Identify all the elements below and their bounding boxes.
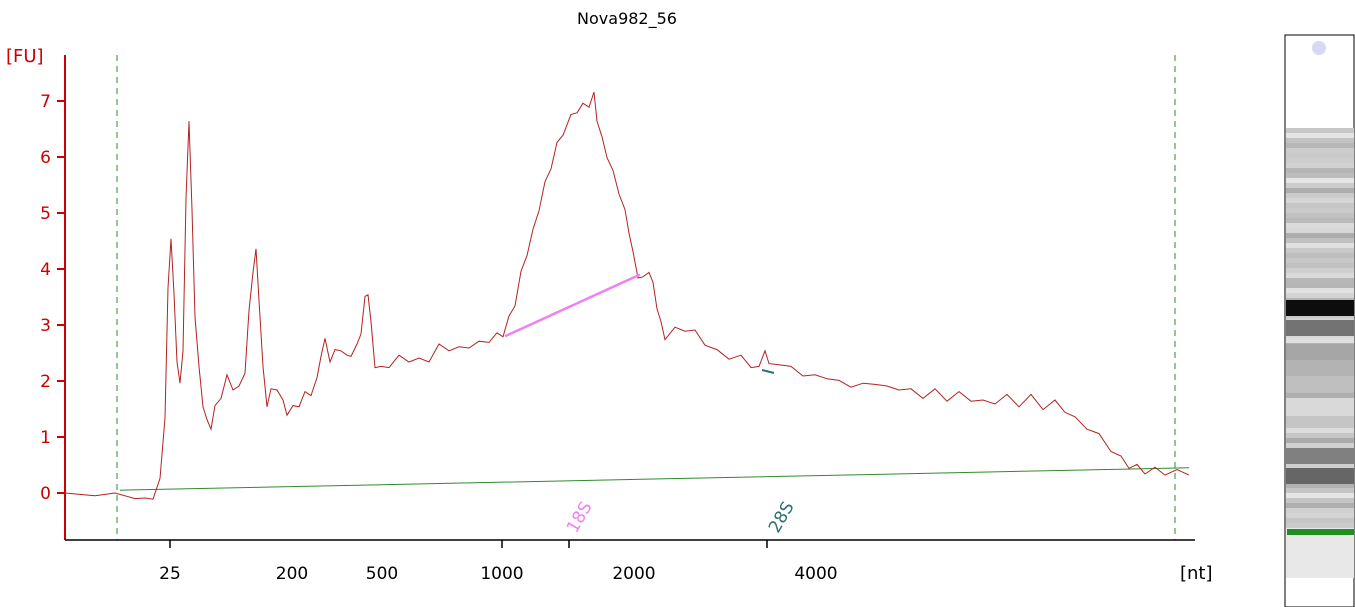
gel-texture-strip — [1286, 253, 1354, 258]
gel-texture-strip — [1286, 493, 1354, 498]
gel-texture-strip — [1286, 338, 1354, 343]
gel-texture-strip — [1286, 143, 1354, 148]
gel-texture-strip — [1286, 463, 1354, 468]
gel-band — [1286, 376, 1354, 392]
gel-texture-strip — [1286, 183, 1354, 188]
peak-18S-chord — [504, 273, 641, 338]
gel-texture-strip — [1286, 278, 1354, 283]
gel-texture-strip — [1286, 248, 1354, 253]
gel-texture-strip — [1286, 268, 1354, 273]
y-tick-label: 5 — [40, 204, 51, 224]
gel-texture-strip — [1286, 513, 1354, 518]
gel-texture-strip — [1286, 153, 1354, 158]
gel-texture-strip — [1286, 148, 1354, 153]
gel-texture-strip — [1286, 243, 1354, 248]
peak-28S-mark — [761, 369, 775, 374]
gel-band — [1286, 300, 1354, 316]
gel-texture-strip — [1286, 138, 1354, 143]
gel-band — [1286, 344, 1354, 360]
chart-title: Nova982_56 — [577, 9, 677, 29]
x-tick-label: 200 — [276, 564, 308, 584]
gel-band — [1286, 360, 1354, 376]
x-tick-label: 2000 — [612, 564, 655, 584]
y-tick-label: 2 — [40, 372, 51, 392]
gel-texture-strip — [1286, 233, 1354, 238]
gel-band — [1286, 468, 1354, 484]
gel-texture-strip — [1286, 443, 1354, 448]
gel-texture-strip — [1286, 188, 1354, 193]
x-axis-label: [nt] — [1180, 563, 1213, 584]
gel-texture-strip — [1286, 163, 1354, 168]
gel-texture-strip — [1286, 213, 1354, 218]
gel-texture-strip — [1286, 393, 1354, 398]
grid-layer — [116, 55, 1176, 540]
marker-label-18S: 18S — [563, 498, 597, 536]
axes-layer — [64, 55, 1195, 541]
gel-texture-strip — [1286, 483, 1354, 488]
gel-lane — [1284, 34, 1355, 607]
gel-texture-strip — [1286, 418, 1354, 423]
gel-texture-strip — [1286, 168, 1354, 173]
gel-texture-strip — [1286, 293, 1354, 298]
fluorescence-trace — [64, 91, 1190, 500]
y-tick-label: 1 — [40, 428, 51, 448]
gel-texture-strip — [1286, 133, 1354, 138]
gel-texture-strip — [1286, 428, 1354, 433]
gel-texture-strip — [1286, 438, 1354, 443]
series-layer — [64, 91, 1190, 500]
gel-texture-strip — [1286, 433, 1354, 438]
gel-band — [1286, 448, 1354, 464]
y-tick-label: 3 — [40, 316, 51, 336]
gel-texture-strip — [1286, 223, 1354, 228]
gel-texture-strip — [1286, 283, 1354, 288]
gel-texture-strip — [1286, 518, 1354, 523]
y-tick-label: 4 — [40, 260, 51, 280]
marker-label-28S: 28S — [765, 498, 799, 536]
gel-band — [1286, 320, 1354, 336]
gel-texture-strip — [1286, 258, 1354, 263]
x-tick-label: 500 — [366, 564, 398, 584]
y-tick-label: 6 — [40, 148, 51, 168]
gel-texture-strip — [1286, 423, 1354, 428]
gel-texture-strip — [1286, 158, 1354, 163]
x-tick-label: 25 — [159, 564, 181, 584]
gel-texture-strip — [1286, 203, 1354, 208]
gel-bands — [1286, 128, 1354, 528]
x-tick-label: 1000 — [480, 564, 523, 584]
gel-texture-strip — [1286, 498, 1354, 503]
gel-texture-strip — [1286, 273, 1354, 278]
gel-lower-marker-band — [1287, 529, 1354, 535]
gel-texture-strip — [1286, 173, 1354, 178]
gel-texture-strip — [1286, 178, 1354, 183]
gel-band — [1286, 400, 1354, 416]
y-axis-label: [FU] — [6, 46, 44, 67]
y-tick-label: 7 — [40, 92, 51, 112]
gel-texture-strip — [1286, 503, 1354, 508]
gel-texture-strip — [1286, 508, 1354, 513]
gel-texture-strip — [1286, 263, 1354, 268]
gel-marker-dot-icon — [1312, 41, 1326, 55]
gel-texture-strip — [1286, 523, 1354, 528]
gel-texture-strip — [1286, 198, 1354, 203]
gel-texture-strip — [1286, 488, 1354, 493]
gel-texture-strip — [1286, 208, 1354, 213]
baseline-line — [119, 467, 1190, 491]
gel-texture-strip — [1286, 238, 1354, 243]
ticks-layer: 0 1 2 3 4 5 6 7 25 200 500 1000 2000 4000 — [40, 92, 837, 584]
gel-texture-strip — [1286, 228, 1354, 233]
gel-texture-strip — [1286, 288, 1354, 293]
gel-texture-strip — [1286, 128, 1354, 133]
y-tick-label: 0 — [40, 484, 51, 504]
gel-texture-strip — [1286, 193, 1354, 198]
x-tick-label: 4000 — [794, 564, 837, 584]
marker-layer: 18S 28S — [563, 498, 799, 536]
gel-texture-strip — [1286, 218, 1354, 223]
